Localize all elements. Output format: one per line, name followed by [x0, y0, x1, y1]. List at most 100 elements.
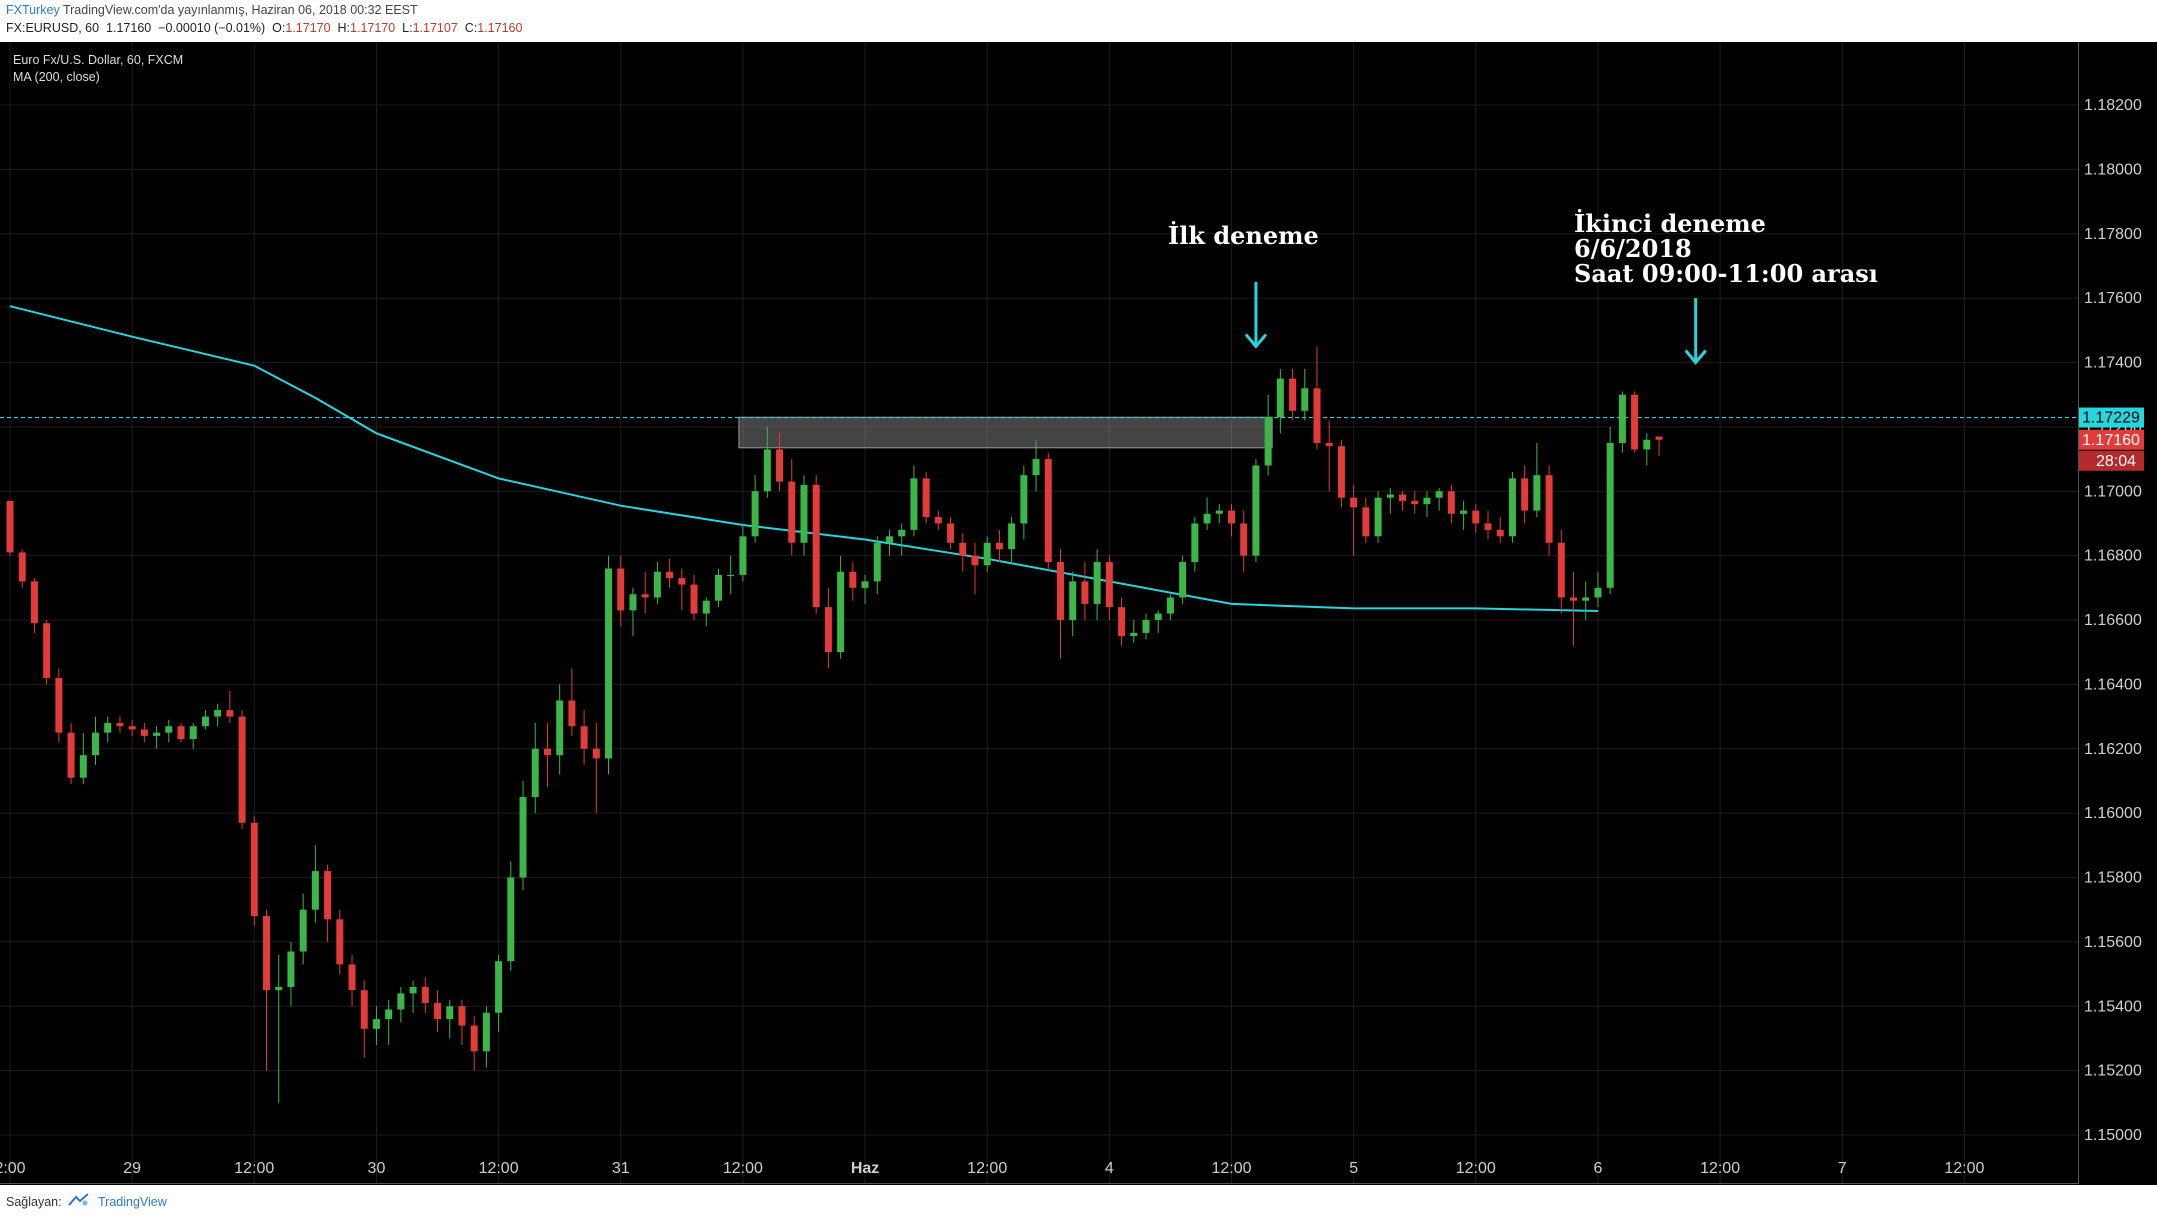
candle	[1594, 571, 1602, 608]
open-label: O:	[272, 21, 286, 35]
candle-body	[1179, 562, 1187, 598]
candle	[116, 716, 124, 733]
candle	[458, 999, 466, 1045]
candle	[1484, 510, 1492, 540]
candle-body	[1276, 378, 1284, 418]
candle-body	[1557, 542, 1565, 598]
time-axis-label: 12:00	[1944, 1160, 1984, 1177]
candle-body	[55, 677, 63, 733]
candle	[1301, 368, 1309, 421]
candle	[959, 533, 967, 572]
candle-body	[153, 732, 161, 736]
high-value: 1.17170	[350, 21, 396, 35]
level-price-value: 1.17229	[2082, 410, 2140, 427]
publish-text: TradingView.com'da yayınlanmış, Haziran …	[59, 3, 418, 17]
price-axis-label: 1.18000	[2084, 161, 2142, 178]
candle-body	[43, 623, 51, 678]
candle	[67, 723, 75, 785]
candle	[1386, 488, 1394, 514]
candle-body	[788, 481, 796, 543]
candle-body	[922, 478, 930, 517]
annotation-text: Saat 09:00-11:00 arası	[1574, 259, 1878, 288]
price-axis-label: 1.17800	[2084, 226, 2142, 243]
candle-body	[1240, 523, 1248, 556]
candle-body	[177, 726, 185, 740]
last-price-badge	[2079, 429, 2144, 450]
candle	[1264, 394, 1272, 476]
candle	[104, 716, 112, 743]
candle-body	[1655, 436, 1663, 440]
candlestick-chart[interactable]: 1.18200 1.18000 1.17800 1.17600 1.17400 1.172…	[0, 42, 2157, 1185]
candle	[372, 1006, 380, 1045]
candle-body	[739, 536, 747, 575]
candle	[1289, 368, 1297, 421]
candle	[1191, 517, 1199, 572]
candle-body	[1044, 459, 1052, 563]
candle	[79, 732, 87, 785]
candle-body	[947, 523, 955, 543]
candle-body	[995, 542, 1003, 550]
candle-body	[1435, 491, 1443, 498]
candle	[1423, 491, 1431, 517]
candle-body	[434, 1003, 442, 1020]
candle-body	[617, 568, 625, 611]
candle-body	[1606, 442, 1614, 588]
candle-body	[1374, 497, 1382, 537]
candle-body	[543, 748, 551, 756]
candle	[238, 710, 246, 830]
candle	[971, 542, 979, 595]
candle-body	[30, 581, 38, 624]
candle-body	[556, 700, 564, 756]
candle-body	[250, 822, 258, 917]
candle	[1325, 420, 1333, 492]
candle	[934, 510, 942, 530]
candle-body	[1411, 500, 1419, 505]
candle	[653, 562, 661, 604]
low-value: 1.17107	[412, 21, 458, 35]
candle-body	[763, 449, 771, 492]
price-axis-label: 1.18200	[2084, 97, 2142, 114]
candle-body	[397, 993, 405, 1010]
candle	[1618, 391, 1626, 453]
candle-body	[360, 990, 368, 1029]
candle	[763, 426, 771, 498]
price-axis-label: 1.15400	[2084, 998, 2142, 1015]
tradingview-logo-icon	[68, 1193, 89, 1206]
candle	[1472, 504, 1480, 534]
candle-body	[592, 748, 600, 759]
candle-body	[201, 716, 209, 727]
time-axis-label: 5	[1349, 1160, 1358, 1177]
candle-body	[837, 571, 845, 653]
candle-body	[800, 484, 808, 543]
candle	[1240, 510, 1248, 572]
candle-body	[1570, 597, 1578, 601]
candle-body	[1056, 562, 1064, 620]
candle-body	[1386, 494, 1394, 498]
chart-area[interactable]: 1.18200 1.18000 1.17800 1.17600 1.17400 1.172…	[0, 42, 2157, 1185]
candle-body	[385, 1009, 393, 1020]
candle-body	[1215, 510, 1223, 514]
candle	[605, 555, 613, 775]
candle	[201, 710, 209, 730]
candle-body	[1289, 378, 1297, 411]
candle-body	[702, 600, 710, 614]
candle	[1496, 517, 1504, 543]
candle-body	[910, 478, 918, 530]
candle	[1203, 497, 1211, 530]
candle-body	[507, 877, 515, 962]
candle-body	[776, 449, 784, 482]
tradingview-link[interactable]: TradingView	[98, 1195, 167, 1209]
annotation-text: 6/6/2018	[1574, 234, 1692, 263]
ohlc-summary: FX:EURUSD, 60 1.17160 −0.00010 (−0.01%) …	[6, 21, 522, 35]
candle-body	[1447, 491, 1455, 514]
candle-body	[409, 986, 417, 994]
time-axis-label: 12:00	[967, 1160, 1007, 1177]
publisher-link[interactable]: FXTurkey	[6, 3, 60, 17]
candle	[1655, 436, 1663, 456]
instrument-legend: Euro Fx/U.S. Dollar, 60, FXCM	[13, 53, 184, 67]
candle-body	[1472, 510, 1480, 524]
level-price-badge	[2079, 407, 2144, 428]
time-axis-label: 12:00	[1211, 1160, 1251, 1177]
candle-body	[568, 700, 576, 727]
candle	[153, 726, 161, 749]
